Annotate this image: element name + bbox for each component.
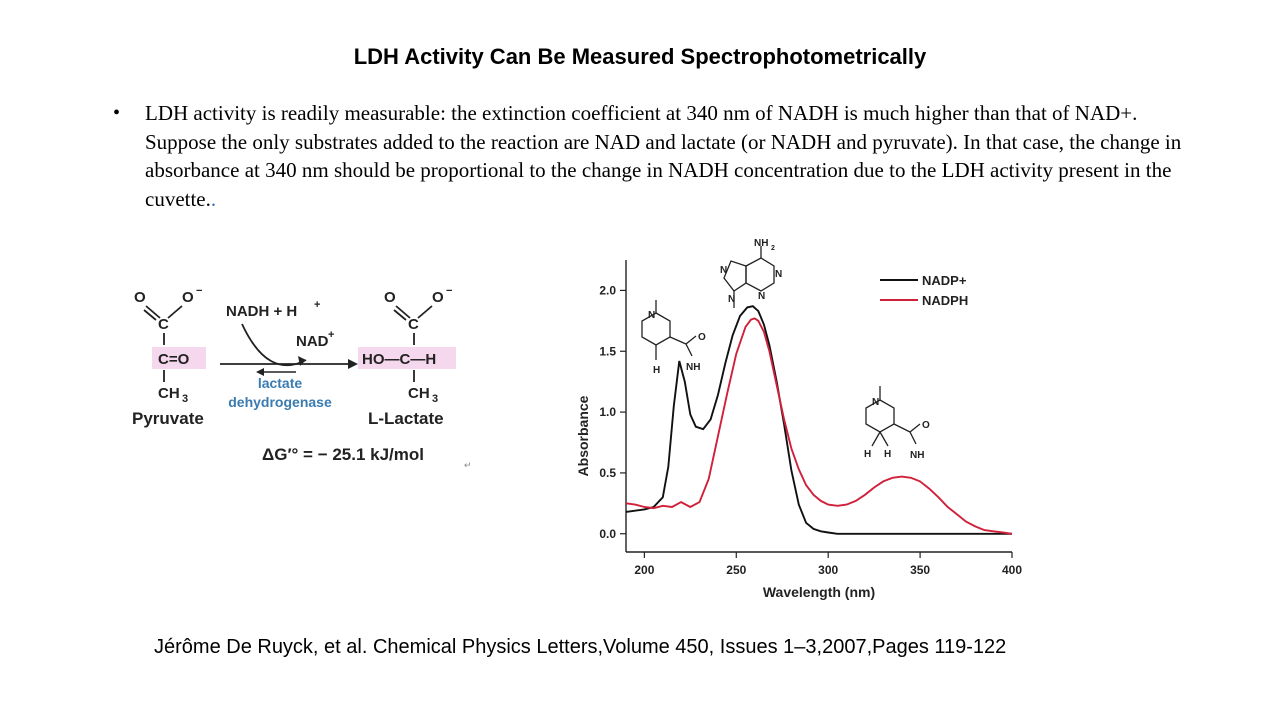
reduced-carbonyl-o-label: O xyxy=(922,420,930,431)
lactate-name: L-Lactate xyxy=(368,409,444,428)
bullet-tail: . xyxy=(210,186,217,211)
forward-arrowhead-icon xyxy=(348,359,358,369)
lactate-methyl-label: CH xyxy=(408,385,430,402)
series-line-nadp xyxy=(625,305,1012,535)
adenine-nh2-label: NH xyxy=(754,238,768,249)
oxidized-amide-nh2-label: NH xyxy=(686,362,700,373)
oxidized-carbonyl-o-label: O xyxy=(698,332,706,343)
y-tick-label: 1.0 xyxy=(599,405,616,419)
pyruvate-methyl-label: CH xyxy=(158,385,180,402)
oxidized-ring-h-label: H xyxy=(653,365,660,376)
y-axis-label: Absorbance xyxy=(575,395,591,476)
lactate-hydroxyl-highlight xyxy=(358,347,456,369)
y-tick-label: 2.0 xyxy=(599,283,616,297)
legend-label: NADP+ xyxy=(922,273,967,288)
y-tick-label: 0.0 xyxy=(599,527,616,541)
pyruvate-structure: O O − C C=O CH 3 xyxy=(134,285,206,405)
oxidized-ring-n-label: N xyxy=(648,310,655,321)
pyruvate-name: Pyruvate xyxy=(132,409,204,428)
absorbance-spectrum-chart: NH 2 N N N N N O NH H N O NH H H 200 250 3… xyxy=(575,238,1022,600)
cofactor-nad-charge: + xyxy=(328,329,334,341)
y-tick-label: 1.5 xyxy=(599,344,616,358)
pyruvate-methyl-subscript: 3 xyxy=(182,393,188,405)
enzyme-label-line1: lactate xyxy=(258,375,303,391)
adenine-n7-label: N xyxy=(720,265,727,276)
x-tick-label: 350 xyxy=(910,563,930,577)
return-mark-icon: ↵ xyxy=(464,460,472,470)
x-axis-label: Wavelength (nm) xyxy=(763,584,875,600)
x-tick-label: 300 xyxy=(818,563,838,577)
pyruvate-o2-label: O xyxy=(182,289,194,306)
lactate-c1-label: C xyxy=(408,316,419,333)
pyruvate-o1-label: O xyxy=(134,289,146,306)
cofactor-nadh-charge: + xyxy=(314,299,320,311)
enzyme-label-line2: dehydrogenase xyxy=(228,394,332,410)
reduced-amide-nh2-label: NH xyxy=(910,450,924,461)
pyruvate-charge-label: − xyxy=(196,285,202,297)
lactate-hydroxyl-label: HO—C—H xyxy=(362,351,436,368)
adenine-n3-label: N xyxy=(758,291,765,302)
pyruvate-carbonyl-highlight xyxy=(152,347,206,369)
delta-g-label: ΔG′° = − 25.1 kJ/mol xyxy=(262,445,424,464)
x-tick-label: 400 xyxy=(1002,563,1022,577)
reverse-arrowhead-icon xyxy=(256,368,264,376)
lactate-o2-label: O xyxy=(432,289,444,306)
lactate-o1-label: O xyxy=(384,289,396,306)
slide-title: LDH Activity Can Be Measured Spectrophot… xyxy=(353,44,927,69)
reduced-nicotinamide-structure-icon: N O NH H H xyxy=(864,386,930,461)
lactate-methyl-subscript: 3 xyxy=(432,393,438,405)
adenine-structure-icon: NH 2 N N N N xyxy=(720,238,782,308)
bullet-point-icon: • xyxy=(113,102,121,124)
adenine-nh2-subscript: 2 xyxy=(771,245,775,252)
x-tick-label: 250 xyxy=(726,563,746,577)
y-tick-label: 0.5 xyxy=(599,466,616,480)
pyruvate-c1-label: C xyxy=(158,316,169,333)
cofactor-nad: NAD xyxy=(296,333,329,350)
legend-label: NADPH xyxy=(922,293,968,308)
adenine-n9-label: N xyxy=(728,294,735,305)
cofactor-nadh: NADH + H xyxy=(226,303,297,320)
lactate-structure: O O − C HO—C—H CH 3 xyxy=(358,285,456,405)
bullet-text: LDH activity is readily measurable: the … xyxy=(145,99,1195,213)
lactate-charge-label: − xyxy=(446,285,452,297)
pyruvate-carbonyl-label: C=O xyxy=(158,351,190,368)
reduced-h2-label: H xyxy=(884,449,891,460)
adenine-n1-label: N xyxy=(775,269,782,280)
bullet-body: LDH activity is readily measurable: the … xyxy=(145,101,1182,211)
ldh-reaction-scheme: O O − C C=O CH 3 Pyruvate NADH + H + NAD… xyxy=(132,285,472,470)
x-tick-label: 200 xyxy=(634,563,654,577)
citation: Jérôme De Ruyck, et al. Chemical Physics… xyxy=(154,636,1007,658)
series-line-nadph xyxy=(625,317,1013,535)
reduced-h1-label: H xyxy=(864,449,871,460)
reduced-ring-n-label: N xyxy=(872,397,879,408)
oxidized-nicotinamide-structure-icon: N O NH H xyxy=(641,300,706,376)
